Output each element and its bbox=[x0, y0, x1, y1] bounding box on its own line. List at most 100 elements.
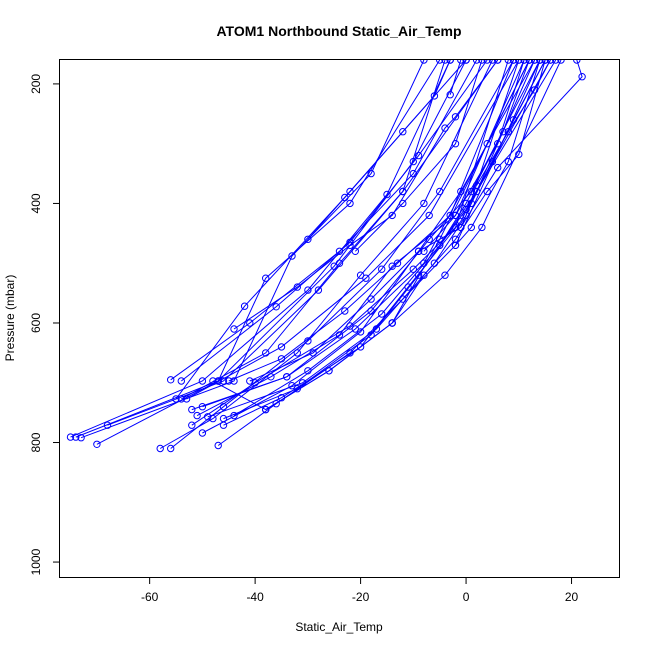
data-point bbox=[277, 355, 286, 363]
series-line bbox=[217, 60, 541, 446]
data-point bbox=[504, 128, 512, 136]
data-point bbox=[167, 444, 175, 453]
data-point bbox=[362, 274, 370, 282]
data-point bbox=[262, 274, 270, 282]
chart-title: ATOM1 Northbound Static_Air_Temp bbox=[216, 23, 461, 39]
data-point bbox=[356, 328, 365, 336]
data-point bbox=[399, 199, 407, 208]
data-point bbox=[225, 377, 233, 385]
series-line bbox=[476, 60, 551, 186]
data-point bbox=[214, 441, 222, 450]
y-tick-label: 800 bbox=[29, 432, 43, 452]
data-point bbox=[509, 60, 518, 64]
data-point bbox=[420, 199, 428, 208]
series-line bbox=[159, 60, 493, 449]
data-point bbox=[309, 349, 317, 357]
data-point bbox=[383, 190, 391, 199]
data-point bbox=[283, 373, 291, 381]
data-point bbox=[446, 60, 454, 64]
y-tick-label: 200 bbox=[29, 74, 43, 94]
data-point bbox=[341, 193, 349, 202]
series-line bbox=[265, 60, 562, 411]
data-point bbox=[478, 223, 486, 232]
data-point bbox=[246, 377, 254, 385]
data-point bbox=[177, 377, 186, 385]
data-point bbox=[156, 444, 164, 453]
data-point bbox=[441, 60, 449, 64]
data-point bbox=[451, 241, 460, 250]
data-point bbox=[367, 295, 375, 303]
data-point bbox=[66, 433, 75, 441]
data-point bbox=[462, 199, 470, 208]
data-point bbox=[525, 60, 533, 64]
data-point bbox=[483, 60, 491, 64]
data-point bbox=[293, 283, 301, 291]
data-point bbox=[530, 86, 539, 94]
x-tick-label: 0 bbox=[463, 590, 470, 604]
y-axis-label: Pressure (mbar) bbox=[3, 275, 17, 362]
data-point bbox=[451, 140, 460, 148]
data-point bbox=[436, 60, 444, 64]
data-point bbox=[288, 252, 296, 260]
data-point bbox=[494, 60, 502, 64]
data-point bbox=[546, 60, 555, 64]
data-point bbox=[578, 73, 586, 81]
series-line bbox=[449, 60, 462, 95]
data-point bbox=[378, 265, 386, 273]
data-point bbox=[198, 403, 207, 411]
data-point bbox=[462, 60, 470, 64]
data-point bbox=[393, 259, 402, 267]
data-point bbox=[425, 211, 433, 220]
data-point bbox=[430, 92, 439, 100]
y-tick-label: 400 bbox=[29, 193, 43, 213]
data-point bbox=[182, 395, 191, 403]
data-point bbox=[541, 60, 549, 64]
data-point bbox=[367, 331, 375, 339]
data-point bbox=[219, 414, 228, 423]
data-point bbox=[314, 286, 323, 294]
data-point bbox=[341, 307, 349, 315]
data-point bbox=[530, 60, 539, 64]
data-point bbox=[267, 373, 275, 381]
data-point bbox=[414, 271, 423, 279]
data-point bbox=[457, 223, 465, 232]
series-line bbox=[460, 60, 583, 228]
data-point bbox=[230, 377, 238, 385]
data-point bbox=[198, 377, 207, 385]
data-point bbox=[499, 128, 507, 136]
series-line bbox=[439, 60, 530, 246]
data-point bbox=[494, 163, 502, 172]
series-group bbox=[66, 60, 586, 453]
data-point bbox=[414, 151, 423, 160]
x-tick-label: 20 bbox=[565, 590, 579, 604]
series-line bbox=[228, 60, 514, 382]
data-point bbox=[93, 440, 101, 448]
data-point bbox=[414, 247, 423, 256]
data-point bbox=[409, 265, 417, 273]
data-point bbox=[230, 325, 238, 333]
data-point bbox=[262, 405, 270, 414]
data-point bbox=[251, 379, 259, 387]
series-line bbox=[307, 60, 467, 240]
series-line bbox=[391, 60, 546, 324]
data-point bbox=[436, 241, 444, 250]
data-point bbox=[304, 235, 312, 244]
data-point bbox=[172, 395, 180, 403]
series-line bbox=[233, 60, 499, 330]
data-point bbox=[304, 286, 312, 294]
data-point bbox=[467, 199, 475, 208]
data-point bbox=[472, 181, 481, 190]
data-point bbox=[420, 247, 428, 256]
data-point bbox=[504, 60, 512, 64]
data-point bbox=[325, 367, 333, 375]
y-axis: 200 400 600 800 1000 bbox=[29, 74, 60, 575]
data-point bbox=[441, 124, 449, 132]
series-line bbox=[181, 60, 499, 400]
series-line bbox=[75, 60, 467, 438]
x-tick-label: -40 bbox=[246, 590, 264, 604]
data-point bbox=[457, 60, 465, 64]
data-point bbox=[483, 187, 491, 196]
data-point bbox=[277, 343, 286, 351]
data-point bbox=[209, 377, 217, 385]
